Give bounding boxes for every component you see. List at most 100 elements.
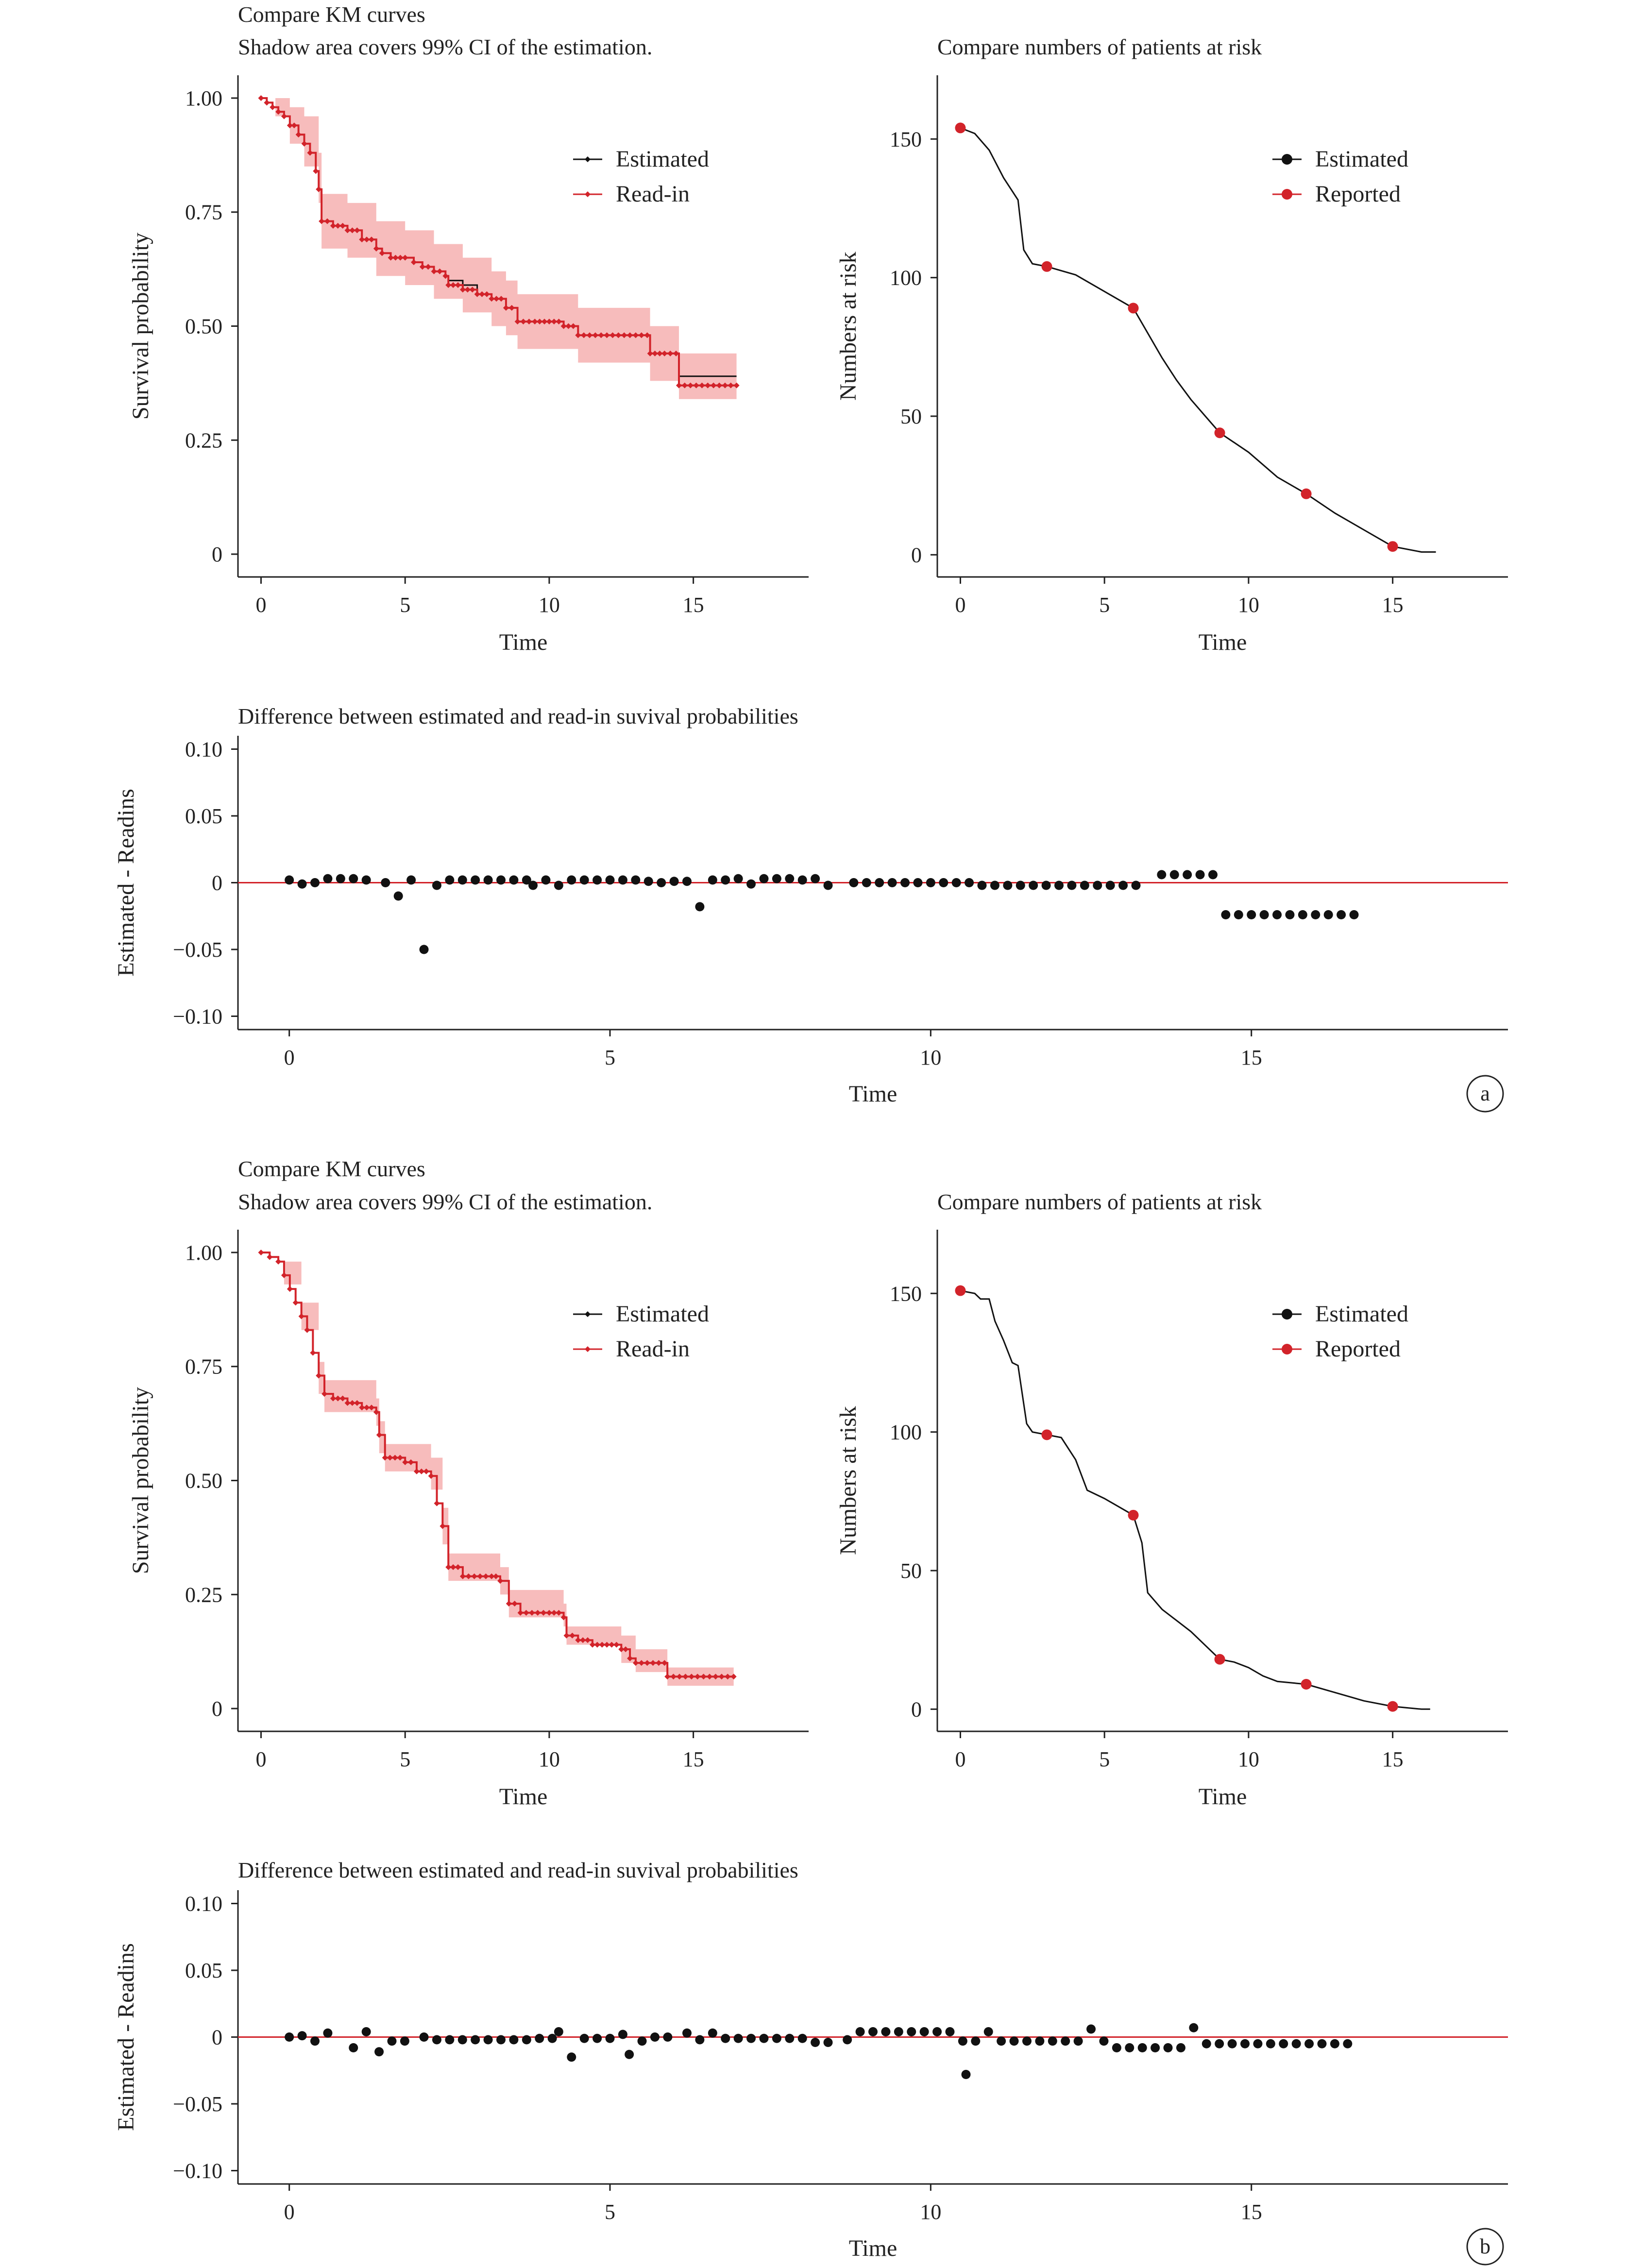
- readin-marker: [657, 350, 663, 356]
- readin-marker: [316, 1372, 322, 1379]
- diff-point: [811, 874, 820, 883]
- diff-point: [554, 2027, 563, 2036]
- diff-point: [733, 874, 743, 883]
- legend-label: Reported: [1315, 1336, 1401, 1362]
- diff-point: [823, 2038, 833, 2047]
- diff-point: [522, 2035, 531, 2045]
- diff-point: [721, 2033, 730, 2043]
- diff-point: [1285, 910, 1295, 919]
- x-tick-label: 10: [920, 1046, 941, 1069]
- readin-marker: [580, 1637, 586, 1643]
- readin-marker: [570, 323, 576, 329]
- diff-point: [579, 875, 589, 885]
- readin-marker: [546, 1609, 552, 1616]
- readin-marker: [733, 382, 740, 389]
- readin-marker: [339, 222, 346, 229]
- diff-point: [951, 878, 961, 887]
- diff-point: [913, 878, 923, 887]
- readin-marker: [517, 1609, 524, 1616]
- diff-point: [323, 874, 333, 883]
- readin-marker: [652, 350, 658, 356]
- panel-a-label: a: [1480, 1082, 1490, 1105]
- readin-marker: [693, 382, 699, 389]
- readin-marker: [716, 382, 723, 389]
- diff-point: [932, 2027, 942, 2036]
- diff-point: [977, 880, 987, 890]
- diff-point: [406, 875, 416, 885]
- diff-point: [926, 878, 935, 887]
- diff-point: [1137, 2043, 1147, 2052]
- readin-marker: [551, 1609, 557, 1616]
- diff-point: [939, 878, 948, 887]
- chart-title: Compare numbers of patients at risk: [937, 1189, 1262, 1214]
- readin-marker: [560, 1614, 567, 1621]
- chart-title: Difference between estimated and read-in…: [238, 704, 798, 728]
- x-axis-label: Time: [1199, 1784, 1247, 1810]
- diff-point: [1323, 910, 1333, 919]
- readin-marker: [402, 1459, 408, 1465]
- diff-point: [657, 878, 666, 887]
- readin-marker: [392, 254, 399, 261]
- diff-point: [1029, 880, 1038, 890]
- diff-point: [471, 2035, 480, 2045]
- readin-marker: [623, 1646, 629, 1652]
- readin-marker: [410, 259, 417, 266]
- readin-marker: [397, 1455, 403, 1461]
- y-axis-label: Numbers at risk: [835, 1406, 861, 1555]
- readin-marker: [373, 1409, 379, 1415]
- diff-point: [1311, 910, 1320, 919]
- x-tick-label: 0: [955, 1747, 965, 1771]
- readin-marker: [281, 113, 287, 119]
- readin-marker: [413, 1468, 420, 1474]
- readin-marker: [621, 332, 627, 339]
- readin-marker: [493, 1573, 499, 1579]
- diff-point: [349, 874, 358, 883]
- legend-label: Estimated: [1315, 1301, 1408, 1327]
- readin-marker: [694, 1674, 701, 1680]
- readin-marker: [627, 1655, 633, 1661]
- reported-point: [1387, 541, 1398, 552]
- legend-marker: [585, 1346, 591, 1352]
- diff-point: [400, 2036, 409, 2046]
- diff-point: [457, 2035, 467, 2045]
- readin-marker: [477, 1573, 483, 1579]
- legend-marker: [585, 191, 591, 197]
- b-risk-chart: Compare numbers of patients at risk 0 5 10 1…: [835, 1189, 1508, 1810]
- readin-marker: [688, 1674, 694, 1680]
- diff-point: [1266, 2039, 1275, 2048]
- diff-point: [522, 875, 531, 885]
- diff-point: [1215, 2039, 1224, 2048]
- diff-point: [1003, 880, 1013, 890]
- readin-marker: [676, 382, 682, 389]
- diff-point: [919, 2027, 929, 2036]
- x-tick-label: 0: [255, 1747, 266, 1771]
- diff-point: [983, 2027, 993, 2036]
- diff-point: [682, 2028, 692, 2038]
- diff-point: [875, 878, 884, 887]
- diff-point: [669, 877, 679, 886]
- readin-marker: [506, 1601, 512, 1607]
- diff-point: [1298, 910, 1307, 919]
- diff-point: [432, 880, 441, 890]
- readin-marker: [615, 332, 622, 339]
- readin-marker: [604, 332, 610, 339]
- diff-point: [843, 2035, 852, 2045]
- readin-marker: [344, 227, 351, 234]
- readin-marker: [264, 100, 270, 106]
- diff-point: [695, 902, 705, 912]
- x-tick-label: 15: [683, 1747, 704, 1771]
- diff-point: [965, 878, 974, 887]
- diff-point: [631, 875, 641, 885]
- diff-point: [496, 875, 506, 885]
- legend-label: Reported: [1315, 181, 1401, 207]
- readin-marker: [526, 319, 532, 325]
- diff-point: [381, 878, 390, 887]
- y-axis-label: Estimated - Readins: [113, 1943, 139, 2131]
- reported-point: [1387, 1701, 1398, 1712]
- diff-point: [746, 2033, 756, 2043]
- readin-marker: [529, 1609, 535, 1616]
- diff-point: [592, 2033, 602, 2043]
- diff-point: [945, 2027, 955, 2036]
- readin-marker: [267, 1254, 273, 1260]
- x-tick-label: 5: [605, 1046, 615, 1069]
